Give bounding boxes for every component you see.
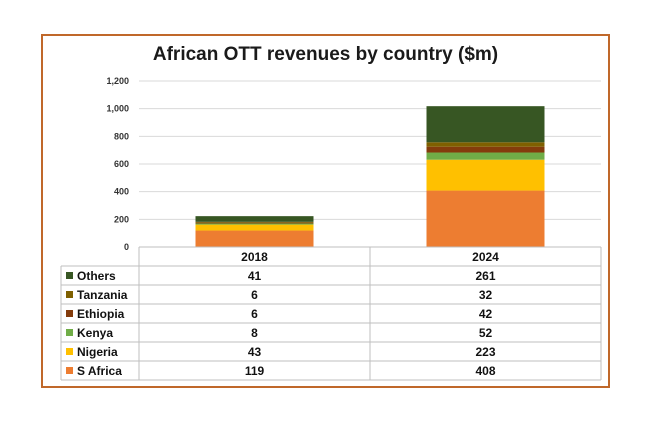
legend-label: Tanzania — [77, 288, 128, 302]
category-label: 2018 — [241, 250, 268, 264]
data-label: 6 — [251, 288, 258, 302]
y-tick-label: 200 — [114, 214, 129, 224]
bar-segment-others — [426, 106, 545, 143]
data-label: 8 — [251, 326, 258, 340]
data-label: 261 — [475, 269, 495, 283]
category-label: 2024 — [472, 250, 499, 264]
bar-segment-s-africa — [195, 230, 314, 247]
data-label: 43 — [248, 345, 262, 359]
bar-segment-tanzania — [195, 221, 314, 223]
y-tick-label: 1,000 — [106, 104, 129, 114]
legend-label: Nigeria — [77, 345, 118, 359]
bar-segment-ethiopia — [426, 146, 545, 153]
data-label: 32 — [479, 288, 493, 302]
bar-segment-ethiopia — [195, 222, 314, 224]
y-tick-label: 1,200 — [106, 76, 129, 86]
bar-segment-tanzania — [426, 142, 545, 147]
data-label: 223 — [475, 345, 495, 359]
bar-segment-s-africa — [426, 190, 545, 247]
stacked-bar-chart: 0 200 400 600 800 1,000 1,200 2018 2024 Others 41 2… — [60, 76, 602, 381]
bar-segment-nigeria — [426, 159, 545, 191]
legend-label: Others — [77, 269, 116, 283]
y-tick-label: 400 — [114, 187, 129, 197]
legend-swatch — [66, 329, 73, 336]
bar-segment-others — [195, 216, 314, 222]
legend-label: Ethiopia — [77, 307, 125, 321]
data-label: 42 — [479, 307, 493, 321]
legend-swatch — [66, 310, 73, 317]
chart-title: African OTT revenues by country ($m) — [152, 44, 499, 65]
legend-swatch — [66, 367, 73, 374]
legend-swatch — [66, 348, 73, 355]
chart-frame: African OTT revenues by country ($m) 0 20… — [41, 34, 610, 388]
bar-segment-kenya — [426, 152, 545, 160]
bar-segment-kenya — [195, 223, 314, 225]
data-label: 6 — [251, 307, 258, 321]
data-label: 119 — [245, 364, 265, 378]
legend-swatch — [66, 272, 73, 279]
data-label: 408 — [475, 364, 495, 378]
y-tick-label: 600 — [114, 159, 129, 169]
data-label: 41 — [248, 269, 262, 283]
legend-label: Kenya — [77, 326, 113, 340]
legend-swatch — [66, 291, 73, 298]
legend-label: S Africa — [77, 364, 122, 378]
y-tick-label: 800 — [114, 131, 129, 141]
bar-segment-nigeria — [195, 224, 314, 231]
y-tick-label: 0 — [124, 242, 129, 252]
data-label: 52 — [479, 326, 493, 340]
